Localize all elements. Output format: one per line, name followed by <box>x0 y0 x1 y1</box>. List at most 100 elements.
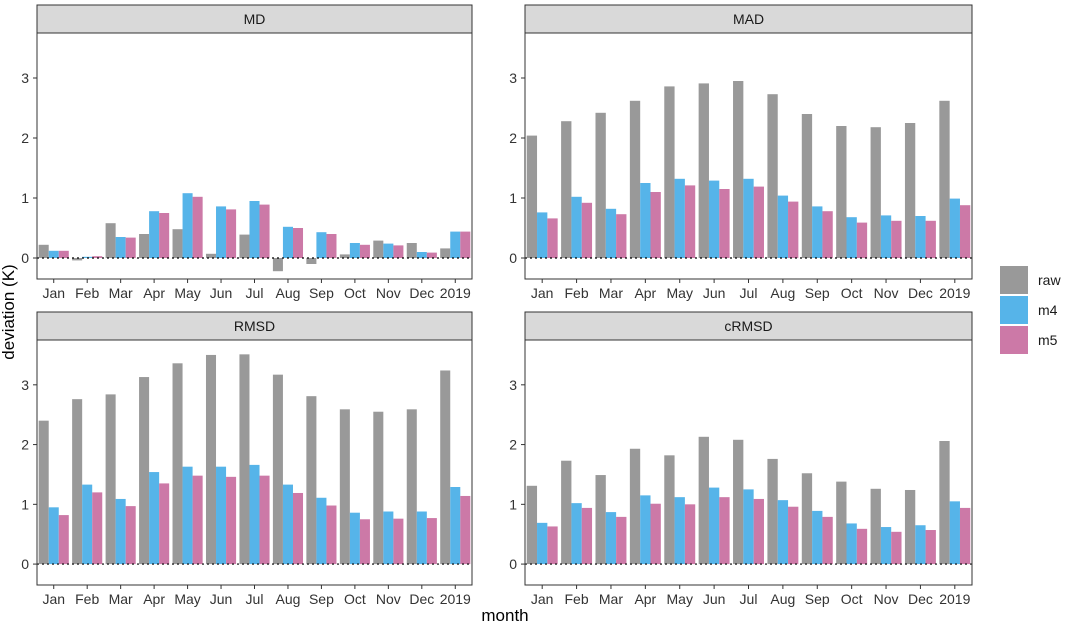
x-tick-label: Dec <box>409 591 434 607</box>
bar-m4-oct <box>846 523 857 565</box>
bar-m4-jan <box>537 522 548 565</box>
bar-m4-mar <box>115 237 126 258</box>
bar-m4-jul <box>249 464 260 565</box>
x-tick-label: Aug <box>770 591 795 607</box>
legend: raw m4 m5 <box>1000 266 1061 354</box>
x-tick-label: Feb <box>565 285 589 301</box>
bar-raw-nov <box>870 127 881 258</box>
bar-m5-apr <box>650 503 661 565</box>
bar-raw-mar <box>595 475 606 565</box>
bar-m5-sep <box>822 211 833 258</box>
x-tick-label: Sep <box>805 285 830 301</box>
bar-m4-mar <box>115 498 126 565</box>
bar-raw-dec <box>904 123 916 258</box>
x-tick-label: May <box>667 285 693 301</box>
bar-m5-oct <box>359 519 370 565</box>
bar-raw-jan <box>526 135 538 258</box>
bar-m5-mar <box>125 506 136 565</box>
bar-m4-may <box>674 178 685 258</box>
bar-m4-apr <box>149 211 160 258</box>
bar-raw-may <box>172 363 183 565</box>
bar-raw-may <box>172 229 183 258</box>
panel-strip <box>524 311 973 341</box>
bar-m4-oct <box>349 243 360 258</box>
bar-m4-dec <box>416 252 427 258</box>
x-tick-label: Feb <box>75 285 99 301</box>
bar-raw-oct <box>836 481 847 565</box>
x-tick-label: Aug <box>276 591 301 607</box>
bar-m4-2019 <box>450 231 461 258</box>
bar-raw-2019 <box>939 440 950 565</box>
bar-m4-jan <box>48 250 59 258</box>
bar-m4-nov <box>383 511 394 565</box>
x-tick-label: Nov <box>376 591 401 607</box>
bar-m4-mar <box>605 512 617 565</box>
x-tick-label: Mar <box>599 591 623 607</box>
bar-m4-feb <box>571 196 582 258</box>
bar-m5-jun <box>226 476 237 565</box>
bar-raw-mar <box>105 394 116 565</box>
y-tick-label: 2 <box>509 130 517 146</box>
x-tick-label: Mar <box>599 285 623 301</box>
bar-raw-mar <box>105 223 116 258</box>
bar-m5-aug <box>788 201 799 258</box>
bar-m4-jun <box>708 180 720 258</box>
bar-raw-2019 <box>440 248 451 258</box>
bar-raw-nov <box>373 240 384 258</box>
bar-m5-2019 <box>460 495 471 565</box>
bar-m4-aug <box>282 226 293 258</box>
bar-raw-may <box>664 455 675 565</box>
bar-m4-2019 <box>450 487 461 565</box>
bar-raw-jul <box>733 439 744 565</box>
bar-raw-sep <box>306 258 317 264</box>
y-tick-label: 0 <box>21 250 29 266</box>
bar-m5-jan <box>58 515 69 565</box>
x-tick-label: Jan <box>42 591 65 607</box>
bar-m5-jan <box>547 526 558 565</box>
bar-m5-nov <box>891 531 902 565</box>
bar-m5-aug <box>292 492 304 565</box>
x-tick-label: Sep <box>309 285 334 301</box>
legend-key-raw <box>1000 266 1028 294</box>
legend-label-raw: raw <box>1038 272 1061 288</box>
bar-m4-nov <box>880 215 892 258</box>
x-tick-label: Nov <box>874 591 899 607</box>
panel-title: cRMSD <box>724 318 772 334</box>
bar-m4-2019 <box>949 501 960 565</box>
panel-rmsd: RMSD 0 1 2 3 Jan Feb Mar Apr May Jun Jul Aug Sep Oct No… <box>21 311 473 607</box>
y-tick-label: 3 <box>21 377 29 393</box>
x-tick-label: 2019 <box>939 285 970 301</box>
x-tick-label: Oct <box>841 285 863 301</box>
y-tick-label: 3 <box>21 70 29 86</box>
x-tick-label: Jan <box>531 285 554 301</box>
x-tick-label: May <box>174 591 200 607</box>
bar-m5-oct <box>856 222 868 258</box>
bar-raw-jun <box>698 436 709 565</box>
x-tick-label: Jul <box>246 591 264 607</box>
bar-m4-apr <box>640 183 651 258</box>
bar-raw-aug <box>272 374 283 565</box>
x-tick-label: Oct <box>344 285 366 301</box>
bar-m5-aug <box>788 506 799 565</box>
bar-raw-feb <box>561 460 572 565</box>
x-tick-label: Jun <box>210 285 233 301</box>
bar-m5-feb <box>92 256 103 258</box>
bar-m5-sep <box>326 505 337 565</box>
bar-m4-may <box>182 466 193 565</box>
x-tick-label: Sep <box>309 591 334 607</box>
bar-raw-nov <box>373 411 384 565</box>
bar-raw-jun <box>698 83 709 259</box>
bar-m5-jul <box>753 498 764 565</box>
y-axis-title: deviation (K) <box>0 264 18 359</box>
x-tick-label: Dec <box>908 285 933 301</box>
x-tick-label: Jul <box>246 285 264 301</box>
bar-raw-2019 <box>440 370 451 565</box>
bar-raw-apr <box>139 234 150 258</box>
x-tick-label: Jul <box>740 591 758 607</box>
x-tick-label: Apr <box>634 591 656 607</box>
panel-title: MAD <box>733 11 764 27</box>
x-axis-title: month <box>481 606 528 625</box>
bar-m4-apr <box>149 472 160 565</box>
bar-m4-may <box>674 497 685 565</box>
